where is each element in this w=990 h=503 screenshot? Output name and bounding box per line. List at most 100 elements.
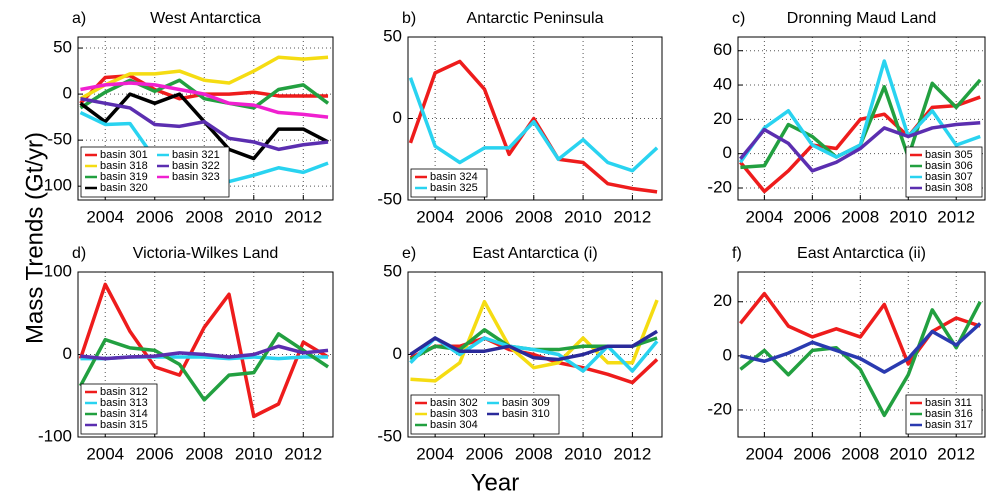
x-tick-label: 2004 xyxy=(745,444,783,463)
series-line xyxy=(410,299,659,383)
legend-label: basin 311 xyxy=(925,397,972,409)
series-line xyxy=(739,300,982,418)
y-tick-label: 20 xyxy=(713,109,732,128)
x-tick-label: 2010 xyxy=(235,207,273,226)
x-axis-label: Year xyxy=(471,469,520,496)
plot-frame xyxy=(407,271,663,438)
y-tick-label: 0 xyxy=(723,345,732,364)
series-line xyxy=(408,59,658,194)
panel-title: West Antarctica xyxy=(150,10,261,27)
series-line xyxy=(78,282,329,419)
y-tick-label: 50 xyxy=(383,26,402,45)
plot-frame xyxy=(407,36,663,201)
series-line xyxy=(79,55,329,101)
legend-label: basin 325 xyxy=(430,182,478,194)
y-axis-label: Mass Trends (Gt/yr) xyxy=(21,132,48,344)
x-tick-label: 2008 xyxy=(841,444,879,463)
y-tick-label: -50 xyxy=(377,189,402,208)
legend-label: basin 317 xyxy=(925,419,973,431)
series-line xyxy=(409,329,658,362)
legend-label: basin 316 xyxy=(925,408,973,420)
x-tick-label: 2012 xyxy=(284,207,322,226)
legend-label: basin 323 xyxy=(172,171,220,183)
x-tick-label: 2010 xyxy=(889,444,927,463)
legend-label: basin 310 xyxy=(502,408,550,420)
series-line xyxy=(739,121,981,173)
y-tick-label: 0 xyxy=(393,344,402,363)
legend-label: basin 303 xyxy=(430,408,478,420)
legend-box xyxy=(80,146,230,198)
x-tick-label: 2012 xyxy=(937,444,975,463)
x-tick-label: 2006 xyxy=(466,207,504,226)
legend-label: basin 306 xyxy=(925,160,973,172)
legend-label: basin 318 xyxy=(100,160,148,172)
y-tick-label: -50 xyxy=(47,130,72,149)
x-tick-label: 2012 xyxy=(613,207,651,226)
panel-title: Dronning Maud Land xyxy=(787,10,936,27)
legend-label: basin 305 xyxy=(925,149,973,161)
legend-label: basin 312 xyxy=(100,386,148,398)
series-line xyxy=(740,322,982,374)
panel-label: e) xyxy=(402,245,416,262)
x-tick-label: 2010 xyxy=(564,207,602,226)
x-tick-label: 2004 xyxy=(416,444,454,463)
x-tick-label: 2006 xyxy=(136,444,174,463)
plot-frame xyxy=(77,36,334,201)
x-tick-label: 2006 xyxy=(793,207,831,226)
series-line xyxy=(408,77,659,173)
legend-label: basin 322 xyxy=(172,160,220,172)
series-line xyxy=(409,336,659,373)
y-tick-label: 0 xyxy=(63,344,72,363)
x-tick-label: 2004 xyxy=(745,207,783,226)
legend-box xyxy=(410,168,488,198)
y-tick-label: 50 xyxy=(53,38,72,57)
y-tick-label: 20 xyxy=(713,291,732,310)
legend-label: basin 313 xyxy=(100,397,148,409)
x-tick-label: 2004 xyxy=(416,207,454,226)
panel-label: f) xyxy=(732,245,742,262)
legend-label: basin 315 xyxy=(100,419,148,431)
legend-label: basin 302 xyxy=(430,397,478,409)
panel-title: East Antarctica (i) xyxy=(472,245,597,262)
x-tick-label: 2008 xyxy=(185,207,223,226)
series-line xyxy=(80,96,329,152)
y-tick-label: 0 xyxy=(393,108,402,127)
x-tick-label: 2012 xyxy=(937,207,975,226)
legend-label: basin 321 xyxy=(172,149,220,161)
x-tick-label: 2004 xyxy=(86,207,124,226)
panel-label: c) xyxy=(732,10,745,27)
y-tick-label: 0 xyxy=(723,143,732,162)
legend-label: basin 301 xyxy=(100,149,148,161)
x-tick-label: 2008 xyxy=(841,207,879,226)
legend-label: basin 319 xyxy=(100,171,148,183)
legend-label: basin 309 xyxy=(502,397,550,409)
y-tick-label: -20 xyxy=(707,177,732,196)
series-line xyxy=(739,95,981,194)
y-tick-label: -20 xyxy=(707,399,732,418)
x-tick-label: 2006 xyxy=(466,444,504,463)
series-line xyxy=(738,59,981,164)
series-line xyxy=(78,332,330,402)
y-tick-label: 0 xyxy=(63,84,72,103)
panel-label: a) xyxy=(72,10,86,27)
x-tick-label: 2012 xyxy=(284,444,322,463)
y-tick-label: -100 xyxy=(38,426,72,445)
x-tick-label: 2008 xyxy=(515,444,553,463)
legend-label: basin 314 xyxy=(100,408,148,420)
x-tick-label: 2006 xyxy=(793,444,831,463)
legend-label: basin 320 xyxy=(100,182,148,194)
y-tick-label: 40 xyxy=(713,75,732,94)
y-tick-label: 50 xyxy=(383,261,402,280)
y-tick-label: -50 xyxy=(377,426,402,445)
panel-label: d) xyxy=(72,245,86,262)
y-tick-label: 100 xyxy=(44,261,72,280)
x-tick-label: 2010 xyxy=(564,444,602,463)
x-tick-label: 2010 xyxy=(235,444,273,463)
legend-label: basin 308 xyxy=(925,182,973,194)
x-tick-label: 2006 xyxy=(136,207,174,226)
